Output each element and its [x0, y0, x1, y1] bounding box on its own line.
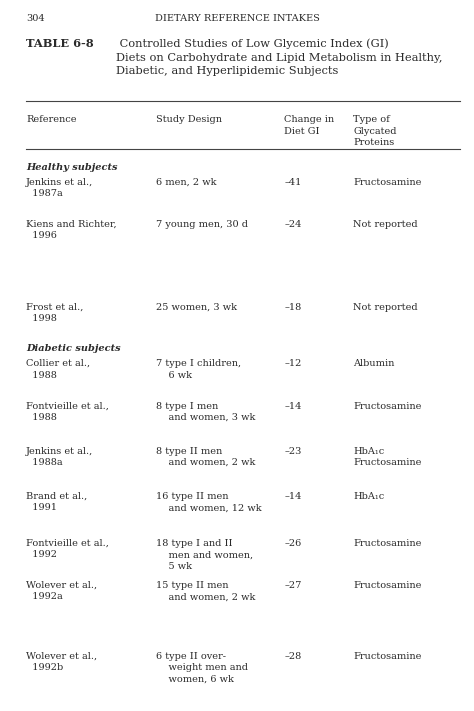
Text: TABLE 6-8: TABLE 6-8: [26, 38, 94, 49]
Text: Diabetic subjects: Diabetic subjects: [26, 344, 121, 353]
Text: Brand et al.,
  1991: Brand et al., 1991: [26, 492, 87, 513]
Text: Albumin: Albumin: [353, 359, 394, 368]
Text: Fructosamine: Fructosamine: [353, 539, 421, 548]
Text: Healthy subjects: Healthy subjects: [26, 163, 118, 172]
Text: Jenkins et al.,
  1988a: Jenkins et al., 1988a: [26, 447, 93, 467]
Text: 8 type I men
    and women, 3 wk: 8 type I men and women, 3 wk: [156, 402, 256, 422]
Text: Controlled Studies of Low Glycemic Index (GI)
Diets on Carbohydrate and Lipid Me: Controlled Studies of Low Glycemic Index…: [116, 38, 442, 76]
Text: Not reported: Not reported: [353, 220, 418, 229]
Text: 304: 304: [26, 14, 45, 23]
Text: Collier et al.,
  1988: Collier et al., 1988: [26, 359, 90, 380]
Text: Reference: Reference: [26, 115, 77, 124]
Text: Not reported: Not reported: [353, 303, 418, 312]
Text: 6 type II over-
    weight men and
    women, 6 wk: 6 type II over- weight men and women, 6 …: [156, 652, 248, 684]
Text: –12: –12: [284, 359, 302, 368]
Text: Type of
Glycated
Proteins: Type of Glycated Proteins: [353, 115, 397, 147]
Text: Fontvieille et al.,
  1992: Fontvieille et al., 1992: [26, 539, 109, 560]
Text: –26: –26: [284, 539, 301, 548]
Text: Kiens and Richter,
  1996: Kiens and Richter, 1996: [26, 220, 117, 240]
Text: HbA₁c
Fructosamine: HbA₁c Fructosamine: [353, 447, 421, 467]
Text: Jenkins et al.,
  1987a: Jenkins et al., 1987a: [26, 178, 93, 198]
Text: Frost et al.,
  1998: Frost et al., 1998: [26, 303, 83, 324]
Text: 25 women, 3 wk: 25 women, 3 wk: [156, 303, 237, 312]
Text: –27: –27: [284, 581, 302, 590]
Text: –14: –14: [284, 492, 302, 501]
Text: –18: –18: [284, 303, 301, 312]
Text: –28: –28: [284, 652, 301, 661]
Text: 7 young men, 30 d: 7 young men, 30 d: [156, 220, 248, 229]
Text: Fructosamine: Fructosamine: [353, 178, 421, 187]
Text: Wolever et al.,
  1992a: Wolever et al., 1992a: [26, 581, 97, 602]
Text: HbA₁c: HbA₁c: [353, 492, 384, 501]
Text: Fructosamine: Fructosamine: [353, 402, 421, 411]
Text: Fructosamine: Fructosamine: [353, 652, 421, 661]
Text: –41: –41: [284, 178, 302, 187]
Text: Fontvieille et al.,
  1988: Fontvieille et al., 1988: [26, 402, 109, 422]
Text: 6 men, 2 wk: 6 men, 2 wk: [156, 178, 217, 187]
Text: DIETARY REFERENCE INTAKES: DIETARY REFERENCE INTAKES: [155, 14, 319, 23]
Text: Wolever et al.,
  1992b: Wolever et al., 1992b: [26, 652, 97, 673]
Text: 15 type II men
    and women, 2 wk: 15 type II men and women, 2 wk: [156, 581, 256, 602]
Text: 18 type I and II
    men and women,
    5 wk: 18 type I and II men and women, 5 wk: [156, 539, 254, 571]
Text: Study Design: Study Design: [156, 115, 222, 124]
Text: 7 type I children,
    6 wk: 7 type I children, 6 wk: [156, 359, 242, 380]
Text: Fructosamine: Fructosamine: [353, 581, 421, 590]
Text: –14: –14: [284, 402, 302, 411]
Text: Change in
Diet GI: Change in Diet GI: [284, 115, 335, 136]
Text: –23: –23: [284, 447, 302, 456]
Text: 8 type II men
    and women, 2 wk: 8 type II men and women, 2 wk: [156, 447, 256, 467]
Text: –24: –24: [284, 220, 302, 229]
Text: 16 type II men
    and women, 12 wk: 16 type II men and women, 12 wk: [156, 492, 262, 513]
